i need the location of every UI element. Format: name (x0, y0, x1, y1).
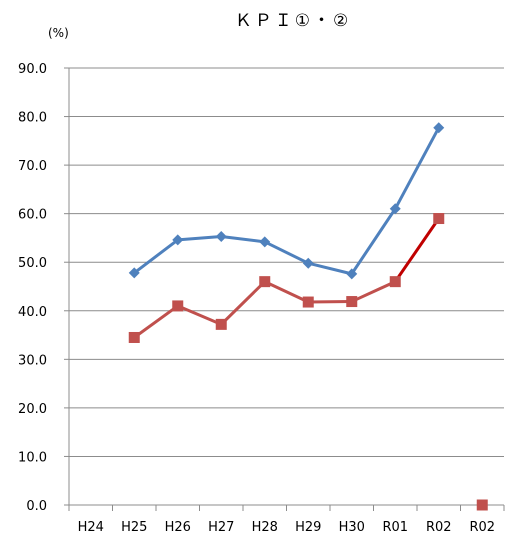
y-tick-label: 60.0 (18, 208, 47, 223)
series-1-line-segment (306, 261, 354, 276)
series-1-diamond-marker (302, 257, 314, 269)
x-axis-tick-labels: H24 H25 H26 H27 H28 H29 H30 R01 R02 R02 (78, 520, 495, 535)
y-tick-label: 20.0 (18, 402, 47, 417)
x-tick-label: H25 (121, 520, 147, 535)
y-tick-label: 70.0 (18, 159, 47, 174)
series-2-line-segment (393, 217, 441, 284)
series-1-diamond-marker (346, 268, 358, 280)
series-3-square-marker (476, 499, 488, 511)
y-tick-label: 40.0 (18, 305, 47, 320)
y-tick-label: 10.0 (18, 450, 47, 465)
x-tick-label: H26 (165, 520, 191, 535)
x-tick-label: H29 (295, 520, 321, 535)
series-1-line-segment (350, 207, 397, 276)
series-1-diamond-marker (389, 203, 401, 215)
series-1-diamond-marker (259, 236, 271, 248)
x-tick-label: R02 (426, 520, 452, 535)
series-2-square-marker (346, 296, 358, 308)
data-series (128, 122, 488, 511)
x-tick-label: R02 (469, 520, 495, 535)
y-axis-unit-label: (%) (48, 26, 69, 40)
series-2-line-segment (132, 304, 180, 339)
chart-title: ＫＰＩ①・② (235, 11, 351, 31)
series-2-square-marker (128, 331, 140, 343)
axes (64, 67, 505, 511)
series-1-line-segment (219, 234, 267, 244)
x-tick-label: R01 (382, 520, 408, 535)
series-2-square-marker (259, 276, 271, 288)
series-2-square-marker (302, 296, 314, 308)
y-axis-tick-labels: 0.0 10.0 20.0 30.0 40.0 50.0 60.0 70.0 80.0 90.0 (18, 62, 47, 514)
series-1-line-segment (263, 240, 310, 265)
series-2-line-segment (350, 280, 397, 304)
series-1-diamond-marker (172, 234, 184, 246)
series-1-line-segment (393, 126, 441, 211)
y-tick-label: 50.0 (18, 256, 47, 271)
series-1-diamond-marker (128, 267, 140, 279)
series-2-line-segment (176, 304, 223, 326)
series-1-diamond-marker (215, 230, 227, 242)
y-tick-label: 90.0 (18, 62, 47, 77)
series-2-square-marker (389, 276, 401, 288)
series-1-line-segment (176, 234, 223, 242)
series-2-line-segment (219, 280, 267, 326)
series-2-square-marker (215, 318, 227, 330)
series-1-diamond-marker (433, 122, 445, 134)
series-1-line-segment (132, 238, 180, 275)
series-2-line-segment (263, 280, 310, 304)
series-2-square-marker (433, 213, 445, 225)
x-tick-label: H28 (252, 520, 278, 535)
x-tick-label: H30 (339, 520, 365, 535)
series-2-square-marker (172, 300, 184, 312)
y-tick-label: 0.0 (26, 499, 47, 514)
x-tick-label: H24 (78, 520, 104, 535)
gridlines (69, 67, 504, 457)
x-tick-label: H27 (208, 520, 234, 535)
y-tick-label: 80.0 (18, 111, 47, 126)
y-tick-label: 30.0 (18, 353, 47, 368)
